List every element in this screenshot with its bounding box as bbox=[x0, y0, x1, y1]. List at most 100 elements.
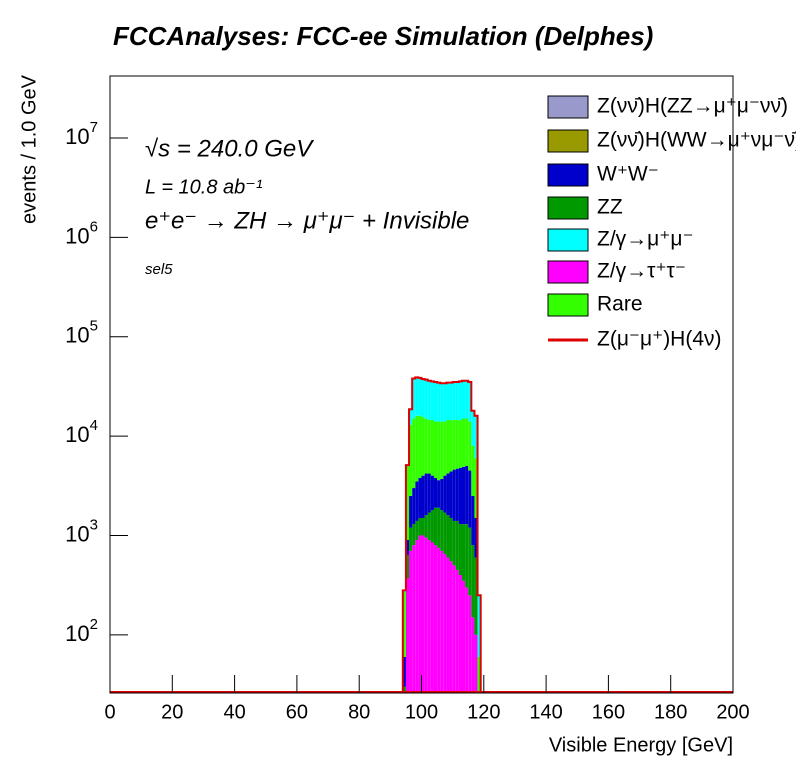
legend-label: ZZ bbox=[597, 196, 623, 219]
bar-segment bbox=[465, 587, 469, 693]
x-tick-label: 140 bbox=[529, 701, 562, 723]
legend-swatch bbox=[547, 260, 589, 284]
y-tick-base: 10 bbox=[65, 124, 89, 149]
x-tick-label: 120 bbox=[467, 701, 500, 723]
bar-segment bbox=[471, 410, 475, 446]
legend-label: Rare bbox=[597, 293, 643, 316]
x-tick-label: 200 bbox=[716, 701, 749, 723]
bar-segment bbox=[409, 495, 413, 528]
bar-segment bbox=[474, 517, 478, 558]
bar-segment bbox=[409, 424, 413, 496]
legend-swatch bbox=[547, 228, 589, 252]
bar-segment bbox=[427, 473, 431, 513]
bar-segment bbox=[477, 656, 481, 693]
bar-segment bbox=[421, 379, 425, 418]
bar-segment bbox=[471, 545, 475, 618]
bar-segment bbox=[449, 561, 453, 693]
bar-segment bbox=[412, 378, 416, 419]
bar-segment bbox=[458, 524, 462, 576]
bar-segment bbox=[430, 381, 434, 421]
bar-segment bbox=[452, 565, 456, 693]
bar-segment bbox=[427, 540, 431, 693]
bar-segment bbox=[446, 557, 450, 693]
bar-segment bbox=[474, 634, 478, 693]
bar-segment bbox=[418, 477, 422, 518]
y-tick-exponent: 3 bbox=[90, 516, 98, 533]
annotation: sel5 bbox=[145, 261, 173, 278]
bar-segment bbox=[402, 656, 406, 687]
bar-segment bbox=[415, 377, 419, 416]
legend-label: W⁺W⁻ bbox=[597, 163, 659, 186]
legend-swatch bbox=[547, 293, 589, 317]
y-tick-exponent: 2 bbox=[90, 616, 98, 633]
bar-segment bbox=[452, 520, 456, 566]
bar-segment bbox=[446, 382, 450, 421]
bar-segment bbox=[405, 554, 410, 579]
bar-segment bbox=[443, 554, 447, 693]
bar-segment bbox=[437, 421, 441, 481]
bar-segment bbox=[405, 578, 410, 693]
bar-segment bbox=[415, 520, 419, 541]
bar-segment bbox=[474, 557, 478, 635]
bar-segment bbox=[418, 517, 422, 536]
bar-segment bbox=[427, 420, 431, 474]
y-tick-base: 10 bbox=[65, 621, 89, 646]
bar-segment bbox=[461, 580, 466, 693]
annotation: e⁺e⁻ → ZH → μ⁺μ⁻ + Invisible bbox=[145, 207, 469, 234]
annotation: L = 10.8 ab⁻¹ bbox=[145, 176, 263, 198]
bar-segment bbox=[437, 507, 441, 548]
bar-segment bbox=[452, 420, 456, 470]
bar-segment bbox=[440, 383, 444, 422]
bar-segment bbox=[443, 512, 447, 555]
y-axis-label: events / 1.0 GeV bbox=[18, 74, 40, 224]
bar-segment bbox=[437, 382, 441, 422]
bar-segment bbox=[409, 550, 413, 693]
x-axis-label: Visible Energy [GeV] bbox=[549, 734, 733, 756]
legend-label: Z/γ→τ⁺τ⁻ bbox=[597, 260, 686, 283]
legend-swatch bbox=[547, 95, 589, 119]
legend-label: Z/γ→μ⁺μ⁻ bbox=[597, 228, 694, 251]
bar-segment bbox=[471, 445, 475, 496]
bar-segment bbox=[449, 517, 453, 562]
bar-segment bbox=[468, 527, 472, 596]
bar-segment bbox=[449, 420, 453, 472]
line-series bbox=[401, 376, 482, 693]
annotation: √s = 240.0 GeV bbox=[145, 135, 314, 162]
legend-label: Z(νν̄)H(ZZ→μ⁺μ⁻νν̄) bbox=[597, 95, 788, 118]
bar-segment bbox=[412, 524, 416, 546]
bar-segment bbox=[405, 466, 410, 541]
bar-segment bbox=[468, 382, 472, 422]
y-tick-label: 102 bbox=[65, 616, 98, 646]
y-tick-label: 107 bbox=[65, 119, 98, 149]
bar-segment bbox=[418, 535, 422, 693]
y-tick-base: 10 bbox=[65, 223, 89, 248]
legend-swatch bbox=[547, 129, 589, 153]
bar-segment bbox=[461, 380, 466, 419]
bar-segment bbox=[430, 542, 434, 693]
bar-segment bbox=[433, 545, 438, 693]
x-tick-label: 20 bbox=[161, 701, 183, 723]
y-tick-base: 10 bbox=[65, 422, 89, 447]
bar-segment bbox=[443, 383, 447, 422]
bar-segment bbox=[421, 417, 425, 476]
y-tick-base: 10 bbox=[65, 323, 89, 348]
bar-segment bbox=[458, 467, 462, 525]
bar-segment bbox=[412, 488, 416, 525]
bar-segment bbox=[449, 471, 453, 518]
bar-segment bbox=[412, 545, 416, 693]
bar-segment bbox=[433, 507, 438, 546]
x-tick-label: 60 bbox=[286, 701, 308, 723]
bar-segment bbox=[424, 418, 428, 474]
bar-segment bbox=[433, 421, 438, 478]
chart-title: FCCAnalyses: FCC-ee Simulation (Delphes) bbox=[113, 21, 653, 51]
bar-segment bbox=[421, 475, 425, 518]
bar-segment bbox=[465, 380, 469, 419]
bar-segment bbox=[424, 537, 428, 693]
bar-segment bbox=[405, 540, 410, 555]
x-tick-label: 80 bbox=[348, 701, 370, 723]
bar-segment bbox=[452, 382, 456, 421]
x-tick-label: 100 bbox=[405, 701, 438, 723]
